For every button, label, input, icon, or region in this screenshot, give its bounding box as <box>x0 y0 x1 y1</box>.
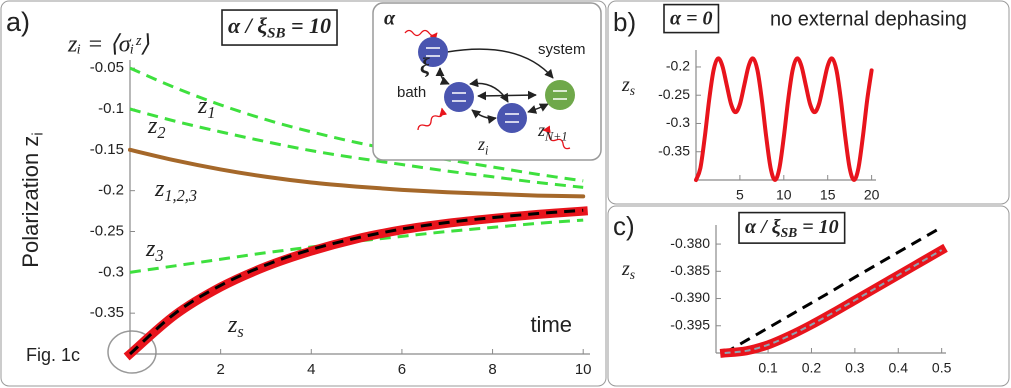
series-line <box>719 243 948 358</box>
inset-label: zi <box>477 134 489 157</box>
y-tick-label: -0.380 <box>670 235 710 251</box>
formula: zᵢ = ⟨σᵢᶻ⟩ <box>67 32 150 58</box>
parameter: α = 0 <box>670 8 712 30</box>
series-label: z2 <box>147 113 166 142</box>
x-tick-label: 2 <box>216 361 224 378</box>
x-tick-label: 0.3 <box>845 360 865 376</box>
series-label: z1 <box>197 93 216 122</box>
inset-diagram: α ξ system bath zN+1 zi <box>372 2 602 161</box>
x-tick-label: 20 <box>864 187 880 203</box>
plot: -0.395 -0.390 -0.385 -0.380 0.1 0.2 0.3 0.4 0.5 <box>670 225 952 376</box>
parameter-box <box>221 9 338 46</box>
panel-label: a) <box>6 7 30 37</box>
y-axis-label: zs <box>621 258 635 283</box>
y-tick-label: -0.25 <box>658 86 690 102</box>
panel-frame <box>607 0 1010 205</box>
series-line <box>128 208 584 356</box>
inset-label: system <box>538 41 586 58</box>
series-label: z3 <box>145 236 164 265</box>
inset-label: α <box>384 8 396 30</box>
plot: -0.35-0.3-0.25-0.25 10 15 20 <box>658 50 880 203</box>
y-axis-label: Polarization zi <box>18 132 47 267</box>
y-tick-label: -0.395 <box>670 316 710 332</box>
x-tick-label: 6 <box>398 361 406 378</box>
annotation: Fig. 1c <box>26 345 80 365</box>
y-tick-label: -0.2 <box>666 58 690 74</box>
y-tick-label: -0.390 <box>670 289 710 305</box>
x-tick-label: 15 <box>820 187 836 203</box>
y-tick-label: -0.35 <box>90 304 124 321</box>
series-line <box>129 218 584 274</box>
plot: -0.35 -0.3 -0.25 -0.2 -0.15 -0.1 -0.05 2 4 6 8 10 z1… <box>90 59 592 378</box>
x-tick-label: 0.5 <box>932 360 952 376</box>
highlight-ellipse <box>107 330 157 374</box>
y-tick-label: -0.3 <box>666 114 690 130</box>
series-line <box>694 56 874 182</box>
parameter: α / ξSB = 10 <box>228 13 331 42</box>
y-tick-label: -0.35 <box>658 142 690 158</box>
x-axis-label: time <box>530 312 572 337</box>
y-tick-label: -0.15 <box>90 141 124 158</box>
x-tick-label: 0.2 <box>802 360 822 376</box>
panel-label: b) <box>613 7 636 37</box>
series-line <box>129 107 584 189</box>
x-tick-label: 10 <box>776 187 792 203</box>
x-tick-label: 0.4 <box>889 360 909 376</box>
y-tick-label: -0.05 <box>90 59 124 76</box>
series-line <box>129 66 584 183</box>
series-line <box>128 147 586 199</box>
x-tick-label: 10 <box>575 361 592 378</box>
parameter: α / ξSB = 10 <box>745 216 839 241</box>
y-tick-label: -0.3 <box>98 263 124 280</box>
series-line <box>123 206 589 361</box>
y-axis-label: zs <box>621 74 635 99</box>
annotation: no external dephasing <box>770 8 967 30</box>
x-tick-label: 0.1 <box>758 360 778 376</box>
inset-label: ξ <box>420 53 430 78</box>
y-tick-label: -0.25 <box>90 222 124 239</box>
inset-label: bath <box>397 84 426 101</box>
series-label: zs <box>227 312 244 341</box>
series-line <box>723 225 943 355</box>
y-tick-label: -0.2 <box>98 182 124 199</box>
x-tick-label: 8 <box>488 361 496 378</box>
y-tick-label: -0.385 <box>670 262 710 278</box>
parameter-box <box>738 211 846 244</box>
series-label: z1,2,3 <box>154 176 197 205</box>
parameter-box <box>663 3 720 34</box>
x-tick-label: 5 <box>736 187 744 203</box>
inset-label: zN+1 <box>537 120 568 143</box>
x-tick-label: 4 <box>307 361 315 378</box>
panel-frame <box>0 0 607 387</box>
panel-label: c) <box>613 211 635 241</box>
y-tick-label: -0.1 <box>98 100 124 117</box>
panel-frame <box>607 205 1010 387</box>
